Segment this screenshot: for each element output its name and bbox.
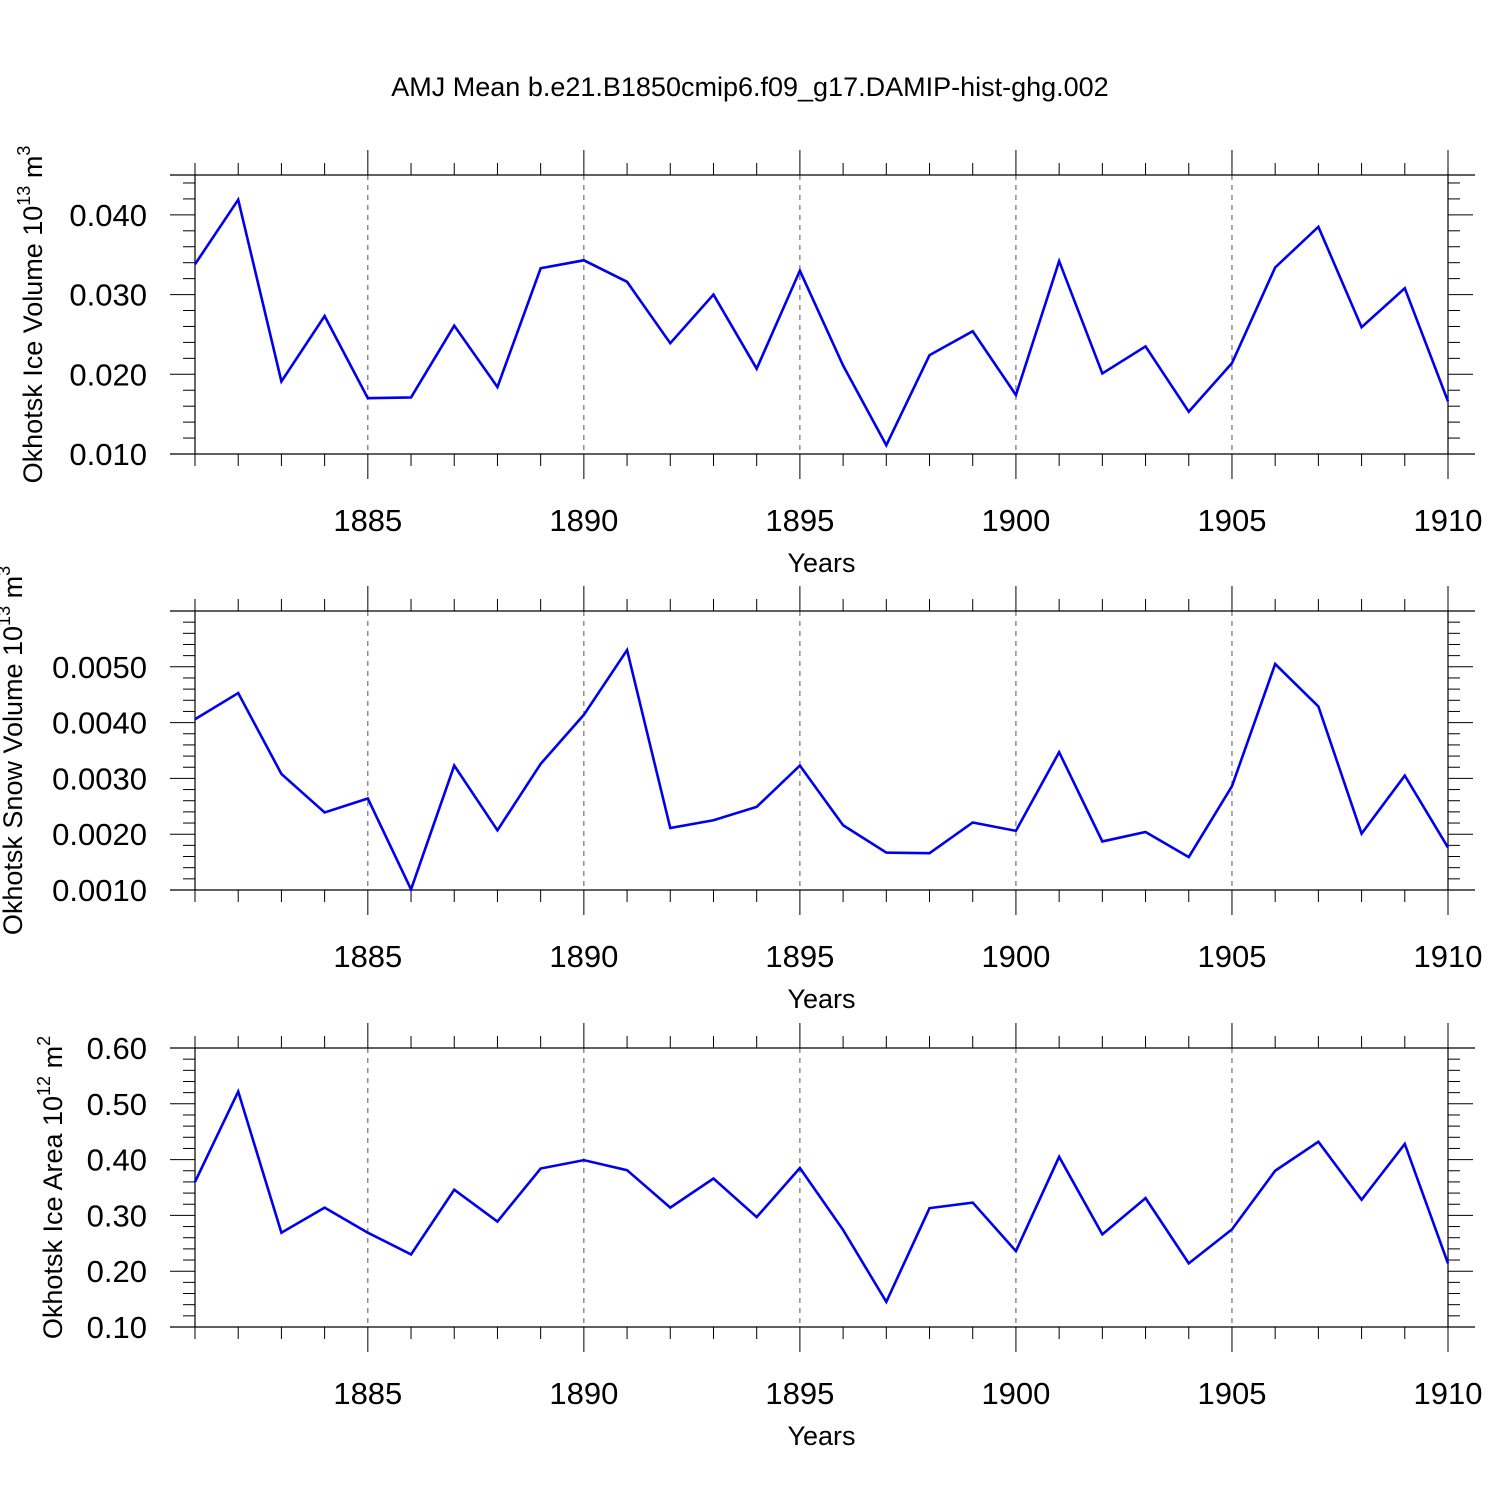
x-tick-label: 1890 (549, 939, 618, 974)
y-axis-label-superscript: 3 (14, 146, 34, 156)
x-tick-label: 1885 (333, 939, 402, 974)
y-tick-label: 0.0040 (52, 706, 147, 741)
y-axis-label-superscript: 3 (0, 566, 14, 576)
y-tick-label: 0.020 (69, 357, 147, 392)
y-axis-label-superscript: 13 (0, 606, 14, 626)
y-tick-label: 0.0030 (52, 761, 147, 796)
x-tick-label: 1890 (549, 503, 618, 538)
series-line (193, 1087, 1450, 1305)
y-tick-label: 0.030 (69, 278, 147, 313)
panel-1: 0.010 0.020 0.030 0.040 1885 1890 1895 1900 1905… (14, 146, 1482, 578)
y-tick-label: 0.0010 (52, 873, 147, 908)
y-tick-label: 0.30 (87, 1198, 147, 1233)
y-axis-label-text: Okhotsk Ice Volume 10 (18, 206, 48, 484)
y-tick-label: 0.40 (87, 1143, 147, 1178)
y-axis-label-text: m (38, 1046, 68, 1076)
x-tick-label: 1905 (1197, 503, 1266, 538)
series-line (193, 196, 1450, 449)
y-axis-label-superscript: 2 (34, 1036, 54, 1046)
panel-3: 0.10 0.20 0.30 0.40 0.50 0.60 1885 1890 1895 1900… (34, 1023, 1482, 1451)
x-tick-label: 1895 (765, 503, 834, 538)
y-axis-label: Okhotsk Snow Volume 1013 m3 (0, 566, 28, 935)
y-tick-label: 0.50 (87, 1087, 147, 1122)
x-tick-label: 1885 (333, 1376, 402, 1411)
x-axis-label: Years (787, 548, 855, 578)
x-tick-label: 1885 (333, 503, 402, 538)
x-tick-label: 1895 (765, 939, 834, 974)
y-axis-label-text: Okhotsk Ice Area 10 (38, 1096, 68, 1339)
x-tick-label: 1910 (1414, 939, 1483, 974)
x-axis-label: Years (787, 984, 855, 1014)
x-tick-label: 1900 (981, 939, 1050, 974)
x-tick-label: 1905 (1197, 1376, 1266, 1411)
x-tick-label: 1895 (765, 1376, 834, 1411)
x-tick-label: 1905 (1197, 939, 1266, 974)
chart-title: AMJ Mean b.e21.B1850cmip6.f09_g17.DAMIP-… (391, 72, 1109, 102)
y-tick-label: 0.0020 (52, 817, 147, 852)
y-axis-label-text: m (18, 156, 48, 186)
y-tick-label: 0.040 (69, 198, 147, 233)
x-tick-label: 1890 (549, 1376, 618, 1411)
x-tick-label: 1900 (981, 1376, 1050, 1411)
y-axis-label-superscript: 12 (34, 1076, 54, 1096)
y-axis-label: Okhotsk Ice Area 1012 m2 (34, 1036, 68, 1339)
y-tick-label: 0.10 (87, 1310, 147, 1345)
y-axis-label: Okhotsk Ice Volume 1013 m3 (14, 146, 48, 484)
x-tick-label: 1900 (981, 503, 1050, 538)
x-axis-label: Years (787, 1421, 855, 1451)
x-tick-label: 1910 (1414, 503, 1483, 538)
panel-2: 0.0010 0.0020 0.0030 0.0040 0.0050 1885 1890 18… (0, 566, 1482, 1014)
y-axis-label-superscript: 13 (14, 186, 34, 206)
y-tick-label: 0.0050 (52, 650, 147, 685)
series-line (194, 646, 1450, 893)
y-axis-label-text: m (0, 576, 28, 606)
y-axis-label-text: Okhotsk Snow Volume 10 (0, 626, 28, 935)
y-tick-label: 0.010 (69, 437, 147, 472)
y-tick-label: 0.20 (87, 1254, 147, 1289)
x-tick-label: 1910 (1414, 1376, 1483, 1411)
y-tick-label: 0.60 (87, 1031, 147, 1066)
